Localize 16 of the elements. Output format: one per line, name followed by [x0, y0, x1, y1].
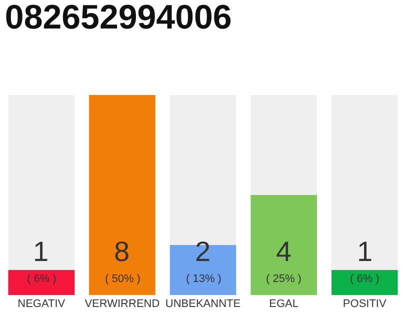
data-label: 2: [195, 236, 211, 267]
data-label: 1: [33, 236, 49, 267]
annotation: ( 50% ): [105, 273, 140, 285]
x-tick-label: VERWIRREND: [84, 298, 160, 310]
data-label: 8: [114, 236, 130, 267]
annotation: ( 25% ): [266, 273, 302, 285]
x-tick-label: POSITIV: [342, 298, 387, 310]
annotation: ( 6% ): [350, 273, 380, 285]
annotation: ( 6% ): [27, 273, 56, 285]
x-tick-label: NEGATIV: [18, 298, 66, 310]
x-tick-label: EGAL: [269, 298, 298, 310]
annotation: ( 13% ): [186, 273, 222, 285]
x-tick-label: UNBEKANNTE: [165, 298, 241, 310]
data-label: 4: [276, 236, 292, 267]
chart-title: 082652994006: [4, 0, 232, 37]
data-label: 1: [357, 236, 373, 267]
